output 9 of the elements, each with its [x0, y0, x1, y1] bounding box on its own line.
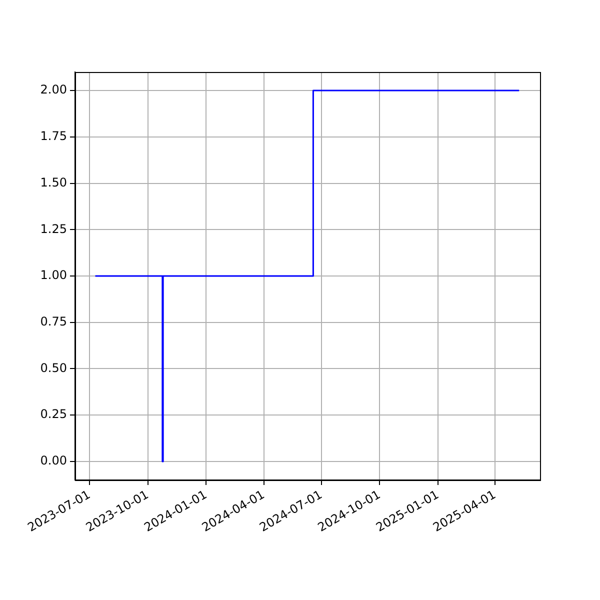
y-tick-label: 0.75 — [40, 314, 67, 328]
y-tick-label: 0.00 — [40, 454, 67, 468]
y-tick-label: 0.50 — [40, 360, 67, 375]
y-tick-label: 1.50 — [40, 175, 67, 190]
y-tick-label: 1.75 — [40, 129, 67, 144]
y-tick-label: 2.00 — [40, 82, 67, 97]
y-tick-label: 0.25 — [40, 407, 67, 422]
y-tick-label: 1.00 — [40, 268, 67, 282]
y-tick-label: 1.25 — [40, 222, 67, 236]
